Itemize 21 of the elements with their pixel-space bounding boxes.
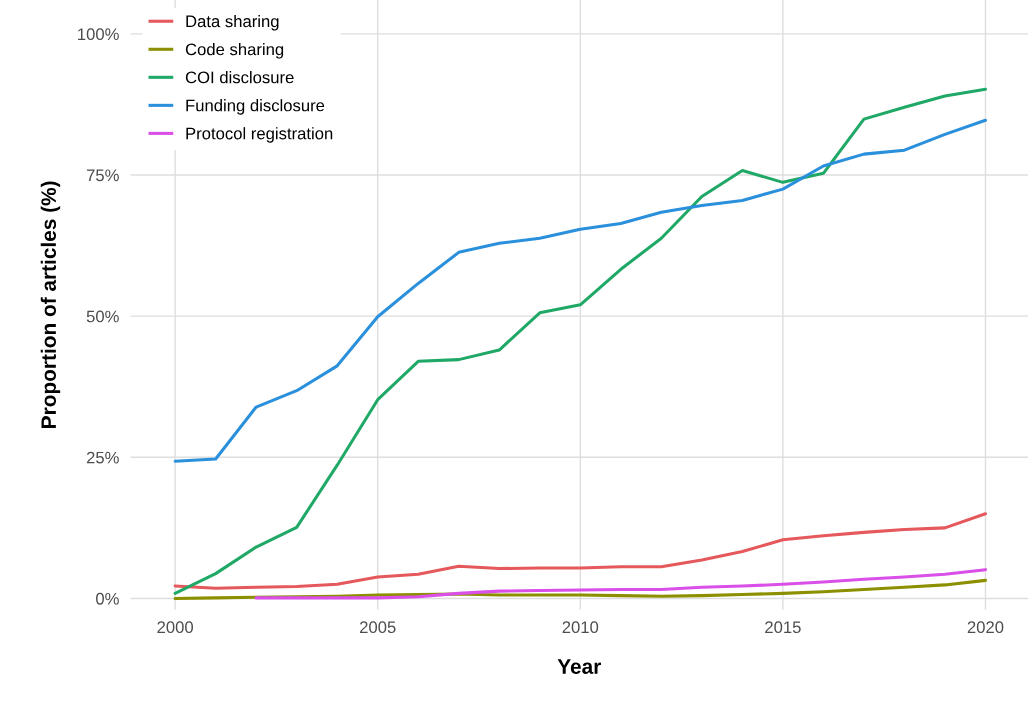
line-series <box>173 118 987 463</box>
x-axis-title: Year <box>557 659 601 674</box>
line-series <box>254 568 987 600</box>
y-axis-title: Proportion of articles (%) <box>40 181 61 428</box>
y-tick-label: 0% <box>96 592 119 605</box>
y-tick-label: 100% <box>78 28 119 41</box>
legend-label: Code sharing <box>185 43 284 59</box>
legend-label: Data sharing <box>186 15 279 31</box>
legend-label: COI disclosure <box>185 71 294 84</box>
line-series <box>173 87 987 595</box>
legend-label: Protocol registration <box>186 127 333 143</box>
x-tick-label: 2000 <box>157 621 194 634</box>
legend-label: Funding disclosure <box>186 99 325 115</box>
y-tick-label: 50% <box>86 310 119 323</box>
x-tick-label: 2010 <box>562 621 599 634</box>
x-tick-label: 2020 <box>967 621 1004 634</box>
x-tick-label: 2015 <box>765 621 801 634</box>
line-series <box>173 512 987 590</box>
y-tick-label: 25% <box>86 451 119 464</box>
y-tick-label: 75% <box>86 169 119 182</box>
x-tick-label: 2005 <box>360 621 396 634</box>
